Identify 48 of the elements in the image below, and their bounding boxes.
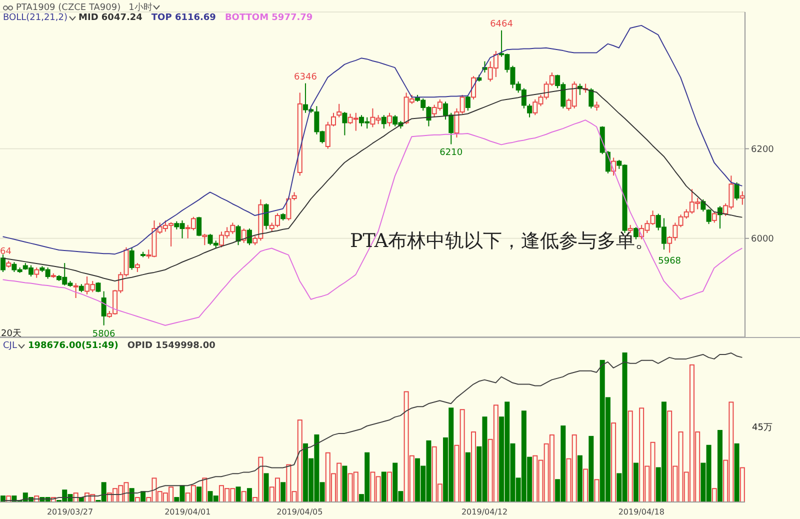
annotation: 5806 (92, 329, 116, 340)
bar (712, 488, 717, 502)
y-tick-label: 6000 (751, 234, 774, 245)
bar (381, 472, 386, 502)
bar (717, 430, 722, 502)
bar (236, 486, 241, 502)
bar (633, 462, 638, 502)
bar (588, 436, 594, 502)
text: 198676.00(51:49) (28, 341, 118, 351)
bar (471, 431, 476, 502)
text: 45万 (752, 422, 772, 434)
bar (577, 455, 582, 502)
annotation: 64 (0, 247, 12, 257)
x-tick-label: 2019/04/05 (276, 508, 323, 517)
annotation: 6464 (490, 19, 514, 30)
x-tick-label: 2019/03/27 (46, 508, 94, 517)
bar (246, 488, 252, 502)
text: BOTTOM 5977.79 (224, 13, 313, 23)
legend-title: BOLL(21,21,2) (3, 13, 68, 23)
bar (342, 466, 348, 502)
annotation: 5968 (658, 256, 682, 267)
text: MID 6047.24 (78, 13, 142, 23)
bar (387, 472, 392, 502)
bar (264, 473, 269, 502)
y-tick-label: 6200 (751, 144, 774, 155)
x-tick-label: 2019/04/12 (461, 508, 508, 517)
legend-title: CJL (3, 341, 17, 351)
annotation: 6346 (294, 72, 318, 82)
bar (196, 486, 202, 502)
bar (594, 479, 600, 502)
bar (734, 443, 740, 502)
bar (583, 468, 588, 502)
bar (465, 452, 470, 502)
chart-title: PTA1909 (CZCE TA909) (16, 2, 121, 12)
bar (611, 422, 616, 502)
bar (628, 410, 633, 502)
bar (740, 467, 745, 502)
annotation: 6210 (440, 148, 463, 158)
bar (241, 491, 246, 502)
bar (280, 482, 286, 502)
chart-subtitle: 1小时 (128, 2, 152, 13)
x-tick-label: 2019/04/18 (618, 508, 664, 517)
bar (202, 478, 208, 502)
text: TOP 6116.69 (151, 13, 216, 23)
annotation: 20天 (1, 328, 22, 340)
candlestick (73, 282, 78, 298)
text: OPID 1549998.00 (127, 341, 216, 351)
x-tick-label: 2019/04/01 (164, 508, 211, 517)
